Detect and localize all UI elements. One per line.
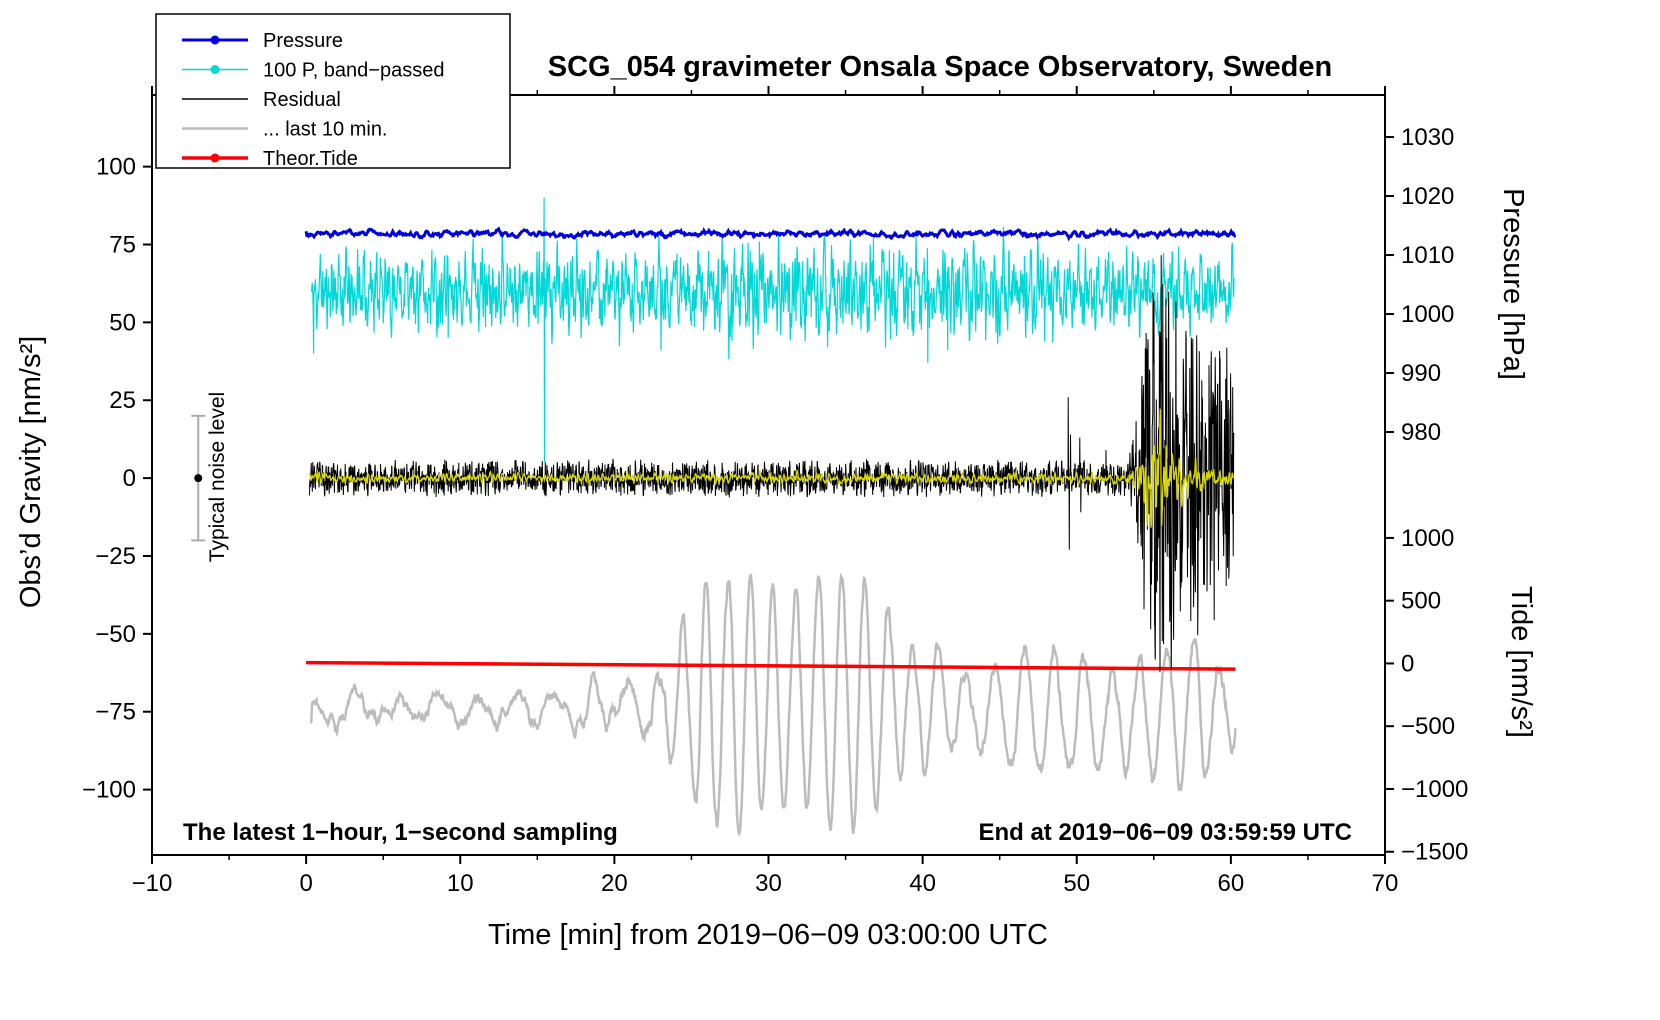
series-pressure — [304, 226, 1237, 242]
tide-tick-label: −500 — [1401, 713, 1455, 740]
legend-swatch-dot — [210, 153, 220, 163]
pressure-tick-label: 1030 — [1401, 124, 1454, 151]
end-time-note: End at 2019−06−09 03:59:59 UTC — [978, 819, 1352, 846]
x-tick-label: 30 — [755, 870, 782, 897]
series-bandpassed-pressure — [310, 197, 1235, 463]
legend-item-label: Residual — [263, 89, 341, 111]
tide-tick-label: −1500 — [1401, 839, 1468, 866]
tide-tick-label: −1000 — [1401, 776, 1468, 803]
pressure-tick-label: 1010 — [1401, 242, 1454, 269]
x-tick-label: 10 — [447, 870, 474, 897]
gravity-tick-label: −25 — [95, 543, 136, 570]
x-tick-label: −10 — [132, 870, 173, 897]
gravity-tick-label: 50 — [109, 309, 136, 336]
legend-item-label: Pressure — [263, 30, 343, 52]
chart-root: −10 0 10 20 30 40 50 60 70−100−75−50−25025507510… — [82, 13, 1468, 897]
y-axis-title-tide: Tide [nm/s²] — [1505, 586, 1537, 738]
tide-tick-label: 500 — [1401, 588, 1441, 615]
series-residual — [308, 255, 1235, 672]
sampling-note: The latest 1−hour, 1−second sampling — [183, 819, 618, 846]
series-layer — [304, 197, 1237, 837]
pressure-tick-label: 990 — [1401, 360, 1441, 387]
noise-level-dot — [194, 474, 203, 483]
series-theor-tide — [306, 660, 1236, 671]
pressure-tick-label: 980 — [1401, 419, 1441, 446]
legend-item-label: 100 P, band−passed — [263, 60, 444, 82]
x-tick-label: 40 — [909, 870, 936, 897]
pressure-tick-label: 1000 — [1401, 301, 1454, 328]
chart-title: SCG_054 gravimeter Onsala Space Observat… — [548, 51, 1332, 83]
gravity-tick-label: 100 — [96, 154, 136, 181]
gravity-tick-label: 25 — [109, 387, 136, 414]
legend-item-label: ... last 10 min. — [263, 119, 388, 141]
legend: Pressure 100 P, band−passed Residual ... la… — [155, 13, 511, 170]
legend-swatch-dot — [210, 65, 220, 74]
legend-item-label: Theor.Tide — [263, 148, 358, 170]
x-tick-label: 70 — [1372, 870, 1399, 897]
x-tick-label: 50 — [1063, 870, 1090, 897]
tide-tick-label: 0 — [1401, 650, 1414, 677]
noise-level-label: Typical noise level — [206, 392, 229, 562]
axes: −10 0 10 20 30 40 50 60 70−100−75−50−25025507510… — [82, 86, 1468, 897]
pressure-tick-label: 1020 — [1401, 183, 1454, 210]
x-tick-label: 20 — [601, 870, 628, 897]
y-axis-title-gravity: Obs’d Gravity [nm/s²] — [15, 336, 47, 608]
series-residual-filtered — [308, 408, 1235, 528]
x-tick-label: 60 — [1218, 870, 1245, 897]
gravity-tick-label: 75 — [109, 232, 136, 259]
gravity-tick-label: −50 — [95, 621, 136, 648]
gravity-tick-label: −75 — [95, 699, 136, 726]
gravity-tick-label: 0 — [123, 465, 136, 492]
legend-swatch-dot — [210, 35, 220, 45]
x-tick-label: 0 — [299, 870, 312, 897]
series-last10min — [309, 572, 1237, 837]
gravity-tick-label: −100 — [82, 777, 136, 804]
x-axis-title: Time [min] from 2019−06−09 03:00:00 UTC — [488, 919, 1048, 951]
y-axis-title-pressure: Pressure [hPa] — [1497, 188, 1529, 380]
tide-tick-label: 1000 — [1401, 525, 1454, 552]
noise-level-marker — [191, 414, 206, 542]
